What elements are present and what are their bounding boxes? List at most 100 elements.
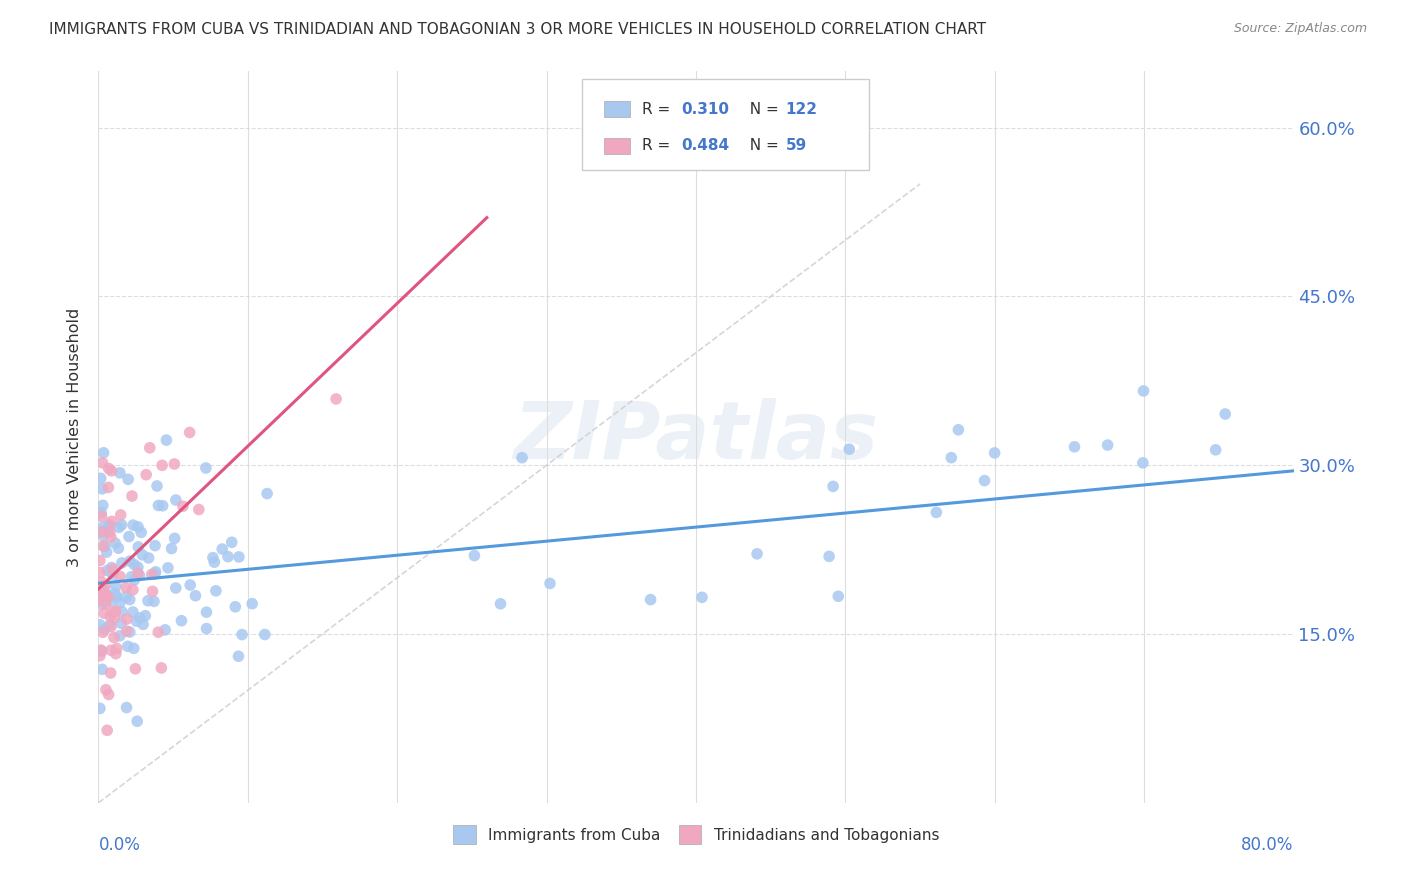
Point [89,553,111,567]
Point [125,614,148,628]
Point [143,567,166,582]
Point [165,581,187,595]
Point [1132,384,1154,398]
Point [925,505,948,519]
Point [105,590,128,604]
Point [115,590,138,604]
Text: 0.310: 0.310 [682,102,730,117]
Point [90,524,112,539]
Text: 0.484: 0.484 [682,138,730,153]
Point [150,458,173,473]
Text: 0.0%: 0.0% [98,836,141,854]
Point [89,593,111,607]
FancyBboxPatch shape [582,78,869,170]
Point [132,617,155,632]
Text: 80.0%: 80.0% [1241,836,1294,854]
Text: R =: R = [643,102,675,117]
Bar [605,101,630,117]
Point [101,567,124,582]
Point [124,573,146,587]
Point [115,624,138,639]
Point [150,661,173,675]
Point [489,597,512,611]
Point [148,625,170,640]
Text: 122: 122 [786,102,818,117]
Point [110,517,132,532]
Text: N =: N = [740,102,783,117]
Point [118,554,141,568]
Point [1205,442,1227,457]
Point [120,570,142,584]
Point [818,549,841,564]
Point [122,605,145,619]
Point [122,558,145,572]
Point [690,591,713,605]
Point [89,590,111,604]
Point [172,500,194,514]
Point [135,467,157,482]
Point [187,502,209,516]
Point [1063,440,1085,454]
Point [156,561,179,575]
Point [91,583,114,598]
Point [91,575,114,590]
Point [110,508,132,522]
Point [228,549,250,564]
Point [253,627,276,641]
Point [90,643,112,657]
Point [823,479,845,493]
Point [89,648,111,663]
Point [202,555,225,569]
Point [100,530,122,544]
Point [104,579,127,593]
Point [90,644,112,658]
Point [205,583,228,598]
Text: Source: ZipAtlas.com: Source: ZipAtlas.com [1233,22,1367,36]
Point [221,535,243,549]
Point [640,592,662,607]
Point [96,723,118,738]
Y-axis label: 3 or more Vehicles in Household: 3 or more Vehicles in Household [67,308,83,566]
Point [91,539,114,553]
Point [163,532,186,546]
Point [217,549,239,564]
Point [165,493,187,508]
Point [1097,438,1119,452]
Text: N =: N = [740,138,783,153]
Point [108,569,131,583]
Point [103,605,125,619]
Point [127,560,149,574]
Point [91,456,114,470]
Point [145,565,167,579]
Point [201,550,224,565]
Point [93,606,115,620]
Point [155,433,177,447]
Point [108,520,131,534]
Point [91,529,114,543]
Point [160,541,183,556]
Point [89,566,111,580]
Point [146,479,169,493]
Legend: Immigrants from Cuba, Trinidadians and Tobagonians: Immigrants from Cuba, Trinidadians and T… [447,819,945,850]
Point [163,457,186,471]
Point [94,597,117,611]
Point [97,480,120,494]
Point [127,714,149,729]
Point [538,576,561,591]
Point [101,514,124,528]
Point [115,612,138,626]
Point [108,466,131,480]
Point [100,620,122,634]
Point [195,622,218,636]
Point [228,649,250,664]
Point [745,547,768,561]
Point [122,641,145,656]
Point [100,560,122,574]
Point [139,441,162,455]
Point [211,542,233,557]
Point [104,604,127,618]
Point [122,582,145,597]
Point [827,589,849,603]
Point [1213,407,1236,421]
Point [98,609,121,624]
